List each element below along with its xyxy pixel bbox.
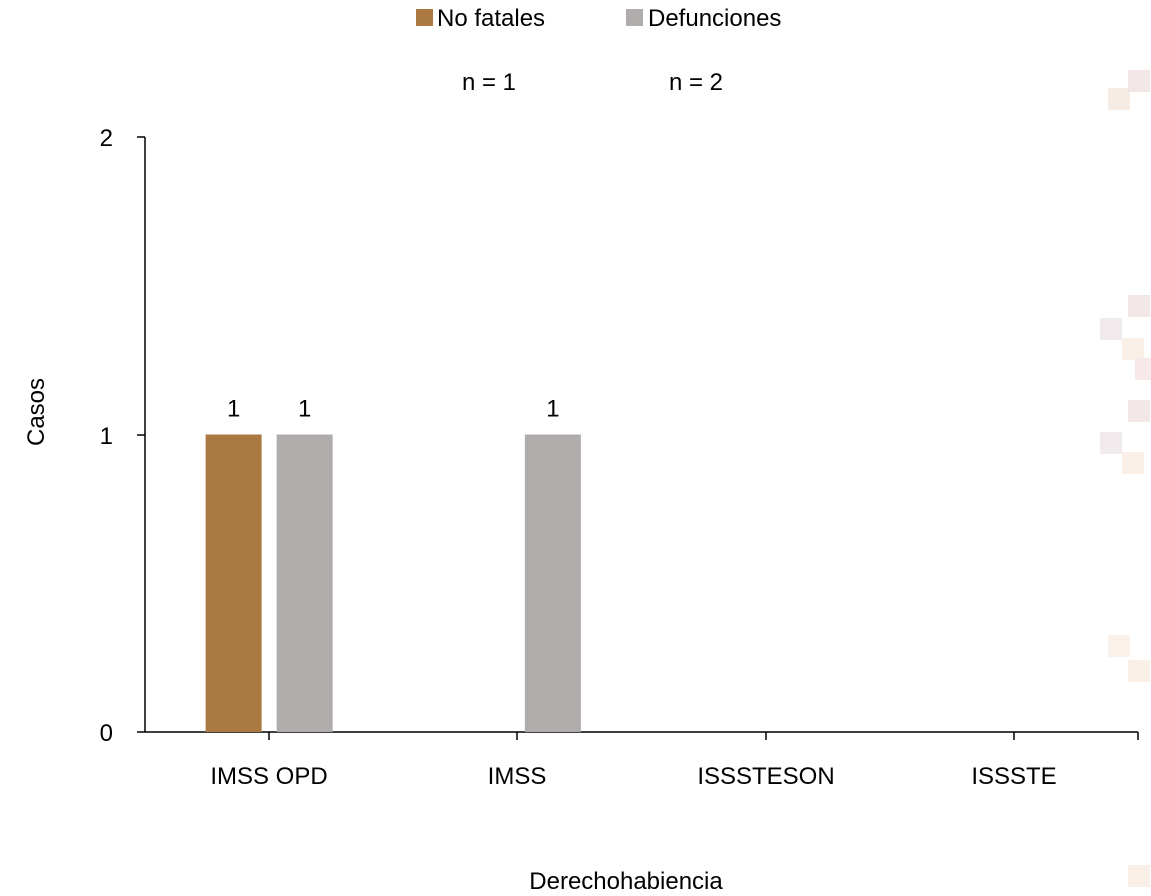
y-tick-label: 1: [100, 423, 113, 450]
legend-swatch-defunciones: [626, 9, 643, 26]
bars: 1 1 1: [205, 396, 581, 732]
n-annotation-no-fatales: n = 1: [462, 69, 516, 96]
watermark-pattern: [1100, 70, 1151, 887]
y-tick-label: 2: [100, 125, 113, 152]
legend: No fatales Defunciones: [416, 5, 781, 32]
x-axis: [145, 731, 1139, 740]
x-tick-label-isssteson: ISSSTESON: [697, 763, 834, 790]
data-label: 1: [546, 396, 559, 423]
y-axis: [137, 136, 146, 733]
data-label: 1: [227, 396, 240, 423]
bar-defunciones-imss-opd: [276, 434, 333, 732]
x-axis-title: Derechohabiencia: [529, 868, 723, 895]
y-axis-title: Casos: [23, 378, 50, 446]
bar-no-fatales-imss-opd: [205, 434, 262, 732]
data-label: 1: [298, 396, 311, 423]
n-annotation-defunciones: n = 2: [669, 69, 723, 96]
y-tick-label: 0: [100, 720, 113, 747]
x-tick-label-imss-opd: IMSS OPD: [210, 763, 327, 790]
legend-label-defunciones: Defunciones: [648, 5, 781, 32]
bar-defunciones-imss: [524, 434, 581, 732]
x-tick-label-imss: IMSS: [488, 763, 547, 790]
legend-label-no-fatales: No fatales: [437, 5, 545, 32]
x-tick-label-issste: ISSSTE: [971, 763, 1056, 790]
legend-swatch-no-fatales: [416, 9, 433, 26]
